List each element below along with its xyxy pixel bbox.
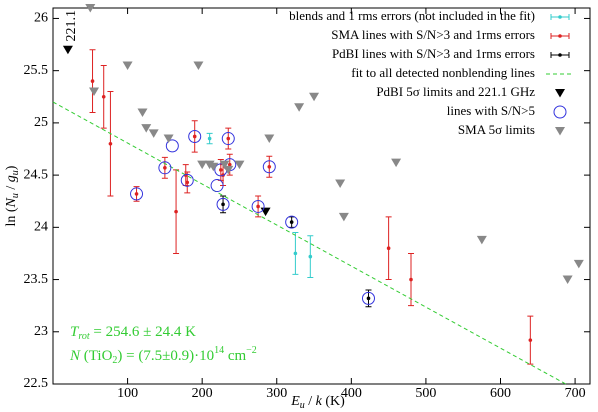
- point: [226, 136, 231, 141]
- legend-label: lines with S/N>5: [447, 103, 535, 118]
- point: [335, 179, 346, 188]
- legend-symbol: [558, 53, 562, 57]
- point: [409, 277, 413, 282]
- point: [134, 192, 139, 196]
- legend-label: blends and 1 rms errors (not included in…: [289, 8, 535, 23]
- point: [62, 45, 73, 55]
- point: [562, 275, 573, 285]
- point: [158, 161, 172, 175]
- point: [208, 162, 219, 172]
- point: [264, 134, 275, 144]
- point: [219, 168, 223, 172]
- legend-label: PdBI lines with S/N>3 and 1rms errors: [332, 46, 535, 61]
- point: [108, 141, 113, 146]
- plot-frame: [52, 7, 591, 385]
- point: [260, 207, 271, 217]
- point: [528, 338, 533, 342]
- point: [234, 160, 245, 170]
- legend-symbol: [555, 127, 565, 136]
- point: [391, 158, 402, 168]
- point: [361, 291, 375, 305]
- x-tick-label: 200: [192, 386, 213, 401]
- point: [192, 134, 197, 139]
- point: [180, 173, 194, 187]
- point: [366, 296, 371, 301]
- legend-symbol: [555, 89, 565, 98]
- point: [573, 259, 584, 269]
- point: [476, 235, 487, 245]
- legend-symbol: [558, 34, 562, 38]
- x-tick-label: 100: [117, 386, 138, 401]
- point: [141, 124, 152, 133]
- point: [163, 134, 174, 144]
- legend-label: fit to all detected nonblending lines: [351, 65, 535, 80]
- point: [256, 204, 260, 209]
- y-tick-label: 22.5: [24, 376, 49, 391]
- legend-symbol: [553, 105, 567, 119]
- point: [188, 129, 202, 143]
- x-tick-label: 600: [490, 386, 511, 401]
- x-axis-title: Eu / k (K): [290, 394, 345, 411]
- point: [221, 202, 225, 207]
- x-tick-label: 700: [565, 386, 586, 401]
- point: [289, 220, 294, 224]
- point: [221, 132, 235, 146]
- point: [338, 212, 349, 222]
- point: [137, 108, 148, 117]
- y-tick-label: 24.5: [24, 167, 49, 182]
- y-tick-label: 25: [34, 115, 48, 130]
- point: [85, 4, 96, 13]
- point: [309, 92, 320, 102]
- point: [267, 164, 272, 169]
- point: [130, 187, 144, 201]
- legend-label: SMA lines with S/N>3 and 1rms errors: [331, 27, 535, 42]
- point: [210, 179, 224, 193]
- column-density-annotation: N (TiO2) = (7.5±0.9)·1014 cm−2: [69, 345, 257, 366]
- legend-label: SMA 5σ limits: [458, 122, 535, 137]
- point: [251, 199, 265, 213]
- point: [294, 103, 305, 112]
- point: [163, 166, 167, 170]
- point: [262, 160, 276, 174]
- legend-label: PdBI 5σ limits and 221.1 GHz: [376, 84, 535, 99]
- point: [90, 79, 95, 83]
- point: [386, 246, 391, 251]
- point: [197, 160, 208, 170]
- point: [193, 61, 204, 70]
- x-tick-label: 300: [266, 386, 287, 401]
- y-axis-title: ln (Nu / gu): [4, 165, 21, 226]
- point: [308, 254, 313, 259]
- point: [101, 94, 106, 99]
- point: [148, 129, 159, 138]
- legend-symbol: [558, 15, 562, 19]
- point: [227, 162, 232, 167]
- x-tick-label: 400: [341, 386, 362, 401]
- point: [223, 165, 234, 175]
- point: [207, 136, 212, 141]
- point: [216, 197, 230, 211]
- limit-label: 221.1: [64, 10, 79, 42]
- point: [219, 160, 230, 170]
- y-tick-label: 23: [34, 324, 48, 339]
- point: [122, 61, 133, 70]
- point: [89, 87, 100, 97]
- point: [285, 215, 299, 229]
- y-tick-label: 25.5: [24, 63, 49, 78]
- point: [174, 209, 178, 214]
- point: [293, 251, 298, 256]
- y-tick-label: 26: [34, 11, 48, 26]
- point: [165, 139, 179, 153]
- trot-annotation: Trot = 254.6 ± 24.4 K: [70, 324, 196, 342]
- y-tick-label: 24: [34, 220, 48, 235]
- x-tick-label: 500: [415, 386, 436, 401]
- point: [185, 180, 190, 185]
- y-tick-label: 23.5: [24, 272, 49, 287]
